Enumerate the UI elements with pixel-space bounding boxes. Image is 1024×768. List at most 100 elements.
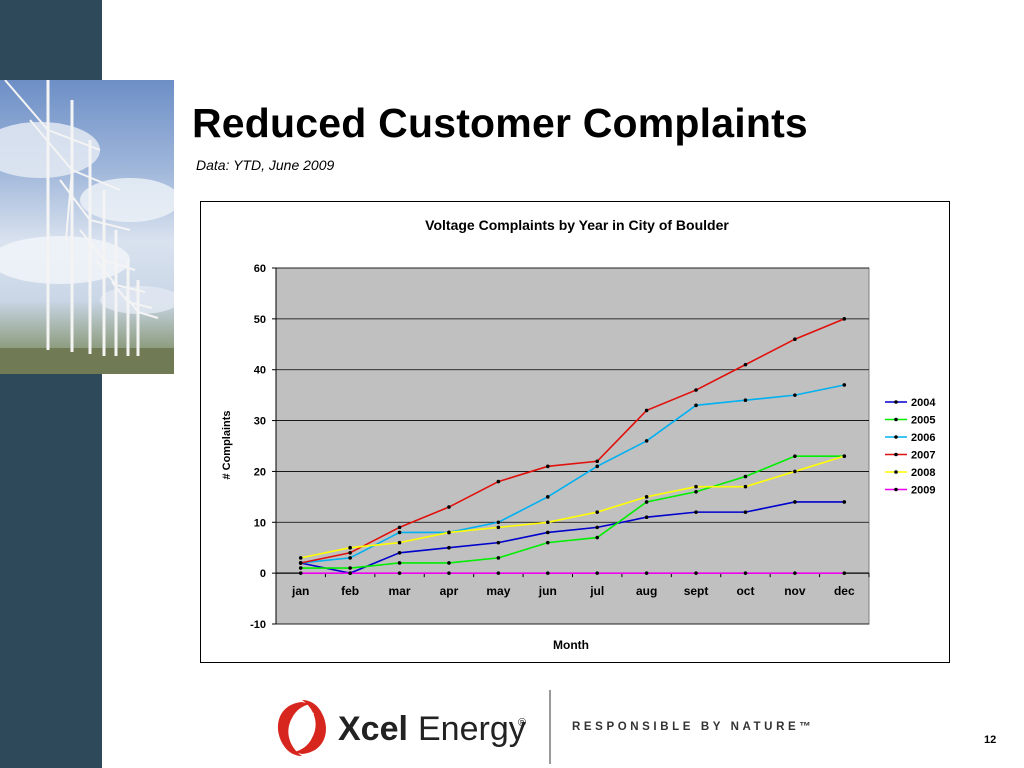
legend-marker	[894, 435, 898, 439]
legend-marker	[894, 487, 898, 492]
line-chart: Voltage Complaints by Year in City of Bo…	[221, 217, 936, 652]
data-point-2004	[793, 500, 797, 504]
chart-frame: Voltage Complaints by Year in City of Bo…	[200, 201, 950, 663]
data-point-2006	[793, 393, 797, 397]
data-point-2004	[842, 500, 847, 504]
data-point-2007	[496, 479, 501, 484]
y-tick-label: 60	[254, 263, 266, 275]
data-point-2006	[694, 403, 698, 408]
data-point-2008	[793, 469, 797, 474]
brand-light: Energy	[418, 710, 526, 748]
data-point-2004	[496, 540, 501, 545]
legend-label: 2007	[911, 450, 935, 462]
x-tick-label: may	[486, 584, 510, 598]
data-point-2005	[397, 561, 402, 565]
data-point-2009	[743, 571, 748, 575]
data-point-2007	[545, 464, 550, 469]
legend-marker	[894, 452, 898, 457]
data-point-2009	[298, 571, 303, 575]
y-tick-label: 30	[254, 416, 266, 428]
data-point-2006	[545, 495, 550, 499]
data-point-2009	[447, 571, 451, 575]
y-axis-label: # Complaints	[221, 410, 233, 479]
data-point-2008	[298, 556, 303, 560]
data-point-2006	[397, 530, 402, 535]
data-point-2007	[793, 337, 797, 341]
page-number: 12	[984, 734, 997, 746]
data-point-2008	[496, 525, 501, 530]
data-point-2008	[447, 530, 451, 535]
series-line-2006	[300, 384, 845, 564]
data-point-2009	[397, 571, 402, 575]
data-point-2006	[595, 464, 600, 469]
y-tick-label: 10	[254, 517, 266, 529]
data-point-2005	[694, 489, 698, 494]
data-point-2009	[793, 571, 797, 575]
series-lines	[298, 317, 847, 575]
y-tick-label: 20	[254, 466, 266, 478]
series-line-2005	[300, 455, 845, 569]
x-tick-label: dec	[834, 584, 855, 598]
x-tick-label: sept	[684, 584, 709, 598]
legend-marker	[894, 400, 898, 404]
data-point-2005	[743, 474, 748, 479]
data-point-2005	[348, 566, 352, 570]
data-point-2009	[348, 571, 352, 575]
data-point-2006	[644, 439, 649, 443]
data-point-2008	[595, 510, 600, 514]
x-tick-label: jan	[291, 584, 309, 598]
data-point-2005	[496, 556, 501, 560]
data-point-2009	[545, 571, 550, 575]
brand-bold: Xcel	[338, 710, 408, 748]
plot-area	[275, 267, 870, 625]
y-tick-label: 40	[254, 365, 266, 377]
data-point-2009	[842, 571, 847, 575]
legend-marker	[894, 470, 898, 474]
x-tick-label: feb	[341, 584, 359, 598]
legend: 2004 2005 2006 2007 2008 2009	[885, 397, 936, 497]
x-tick-label: aug	[636, 584, 657, 598]
data-point-2004	[595, 525, 600, 530]
data-point-2007	[348, 551, 352, 555]
slide-subtitle: Data: YTD, June 2009	[196, 157, 335, 173]
data-point-2005	[298, 566, 303, 570]
data-point-2004	[397, 551, 402, 555]
y-tick-label: -10	[250, 619, 266, 631]
data-point-2007	[644, 408, 649, 413]
data-point-2007	[694, 388, 698, 392]
legend-marker	[894, 417, 898, 422]
data-point-2008	[743, 484, 748, 489]
x-tick-label: jun	[538, 584, 557, 598]
data-point-2005	[595, 535, 600, 540]
data-point-2007	[595, 459, 600, 464]
data-point-2009	[644, 571, 649, 575]
data-point-2004	[694, 510, 698, 514]
x-tick-label: jul	[589, 584, 604, 598]
slide-title: Reduced Customer Complaints	[192, 100, 808, 146]
data-point-2004	[447, 545, 451, 550]
data-point-2005	[793, 454, 797, 458]
x-tick-label: oct	[736, 584, 754, 598]
data-point-2005	[644, 500, 649, 504]
data-point-2008	[348, 545, 352, 550]
data-point-2008	[644, 495, 649, 499]
y-tick-label: 50	[254, 314, 266, 326]
data-point-2007	[298, 561, 303, 565]
data-point-2007	[743, 362, 748, 367]
data-point-2006	[348, 556, 352, 560]
data-point-2006	[496, 520, 501, 525]
data-point-2005	[447, 561, 451, 565]
series-line-2004	[300, 501, 845, 574]
registered-mark: ®	[518, 717, 526, 729]
legend-label: 2008	[911, 467, 935, 479]
data-point-2009	[694, 571, 698, 575]
footer-divider	[549, 690, 551, 764]
series-line-2007	[300, 318, 845, 564]
data-point-2008	[842, 454, 847, 458]
legend-label: 2006	[911, 432, 935, 444]
data-point-2004	[743, 510, 748, 514]
data-point-2009	[595, 571, 600, 575]
data-point-2008	[694, 484, 698, 489]
chart-title: Voltage Complaints by Year in City of Bo…	[425, 217, 729, 233]
data-point-2008	[397, 540, 402, 545]
